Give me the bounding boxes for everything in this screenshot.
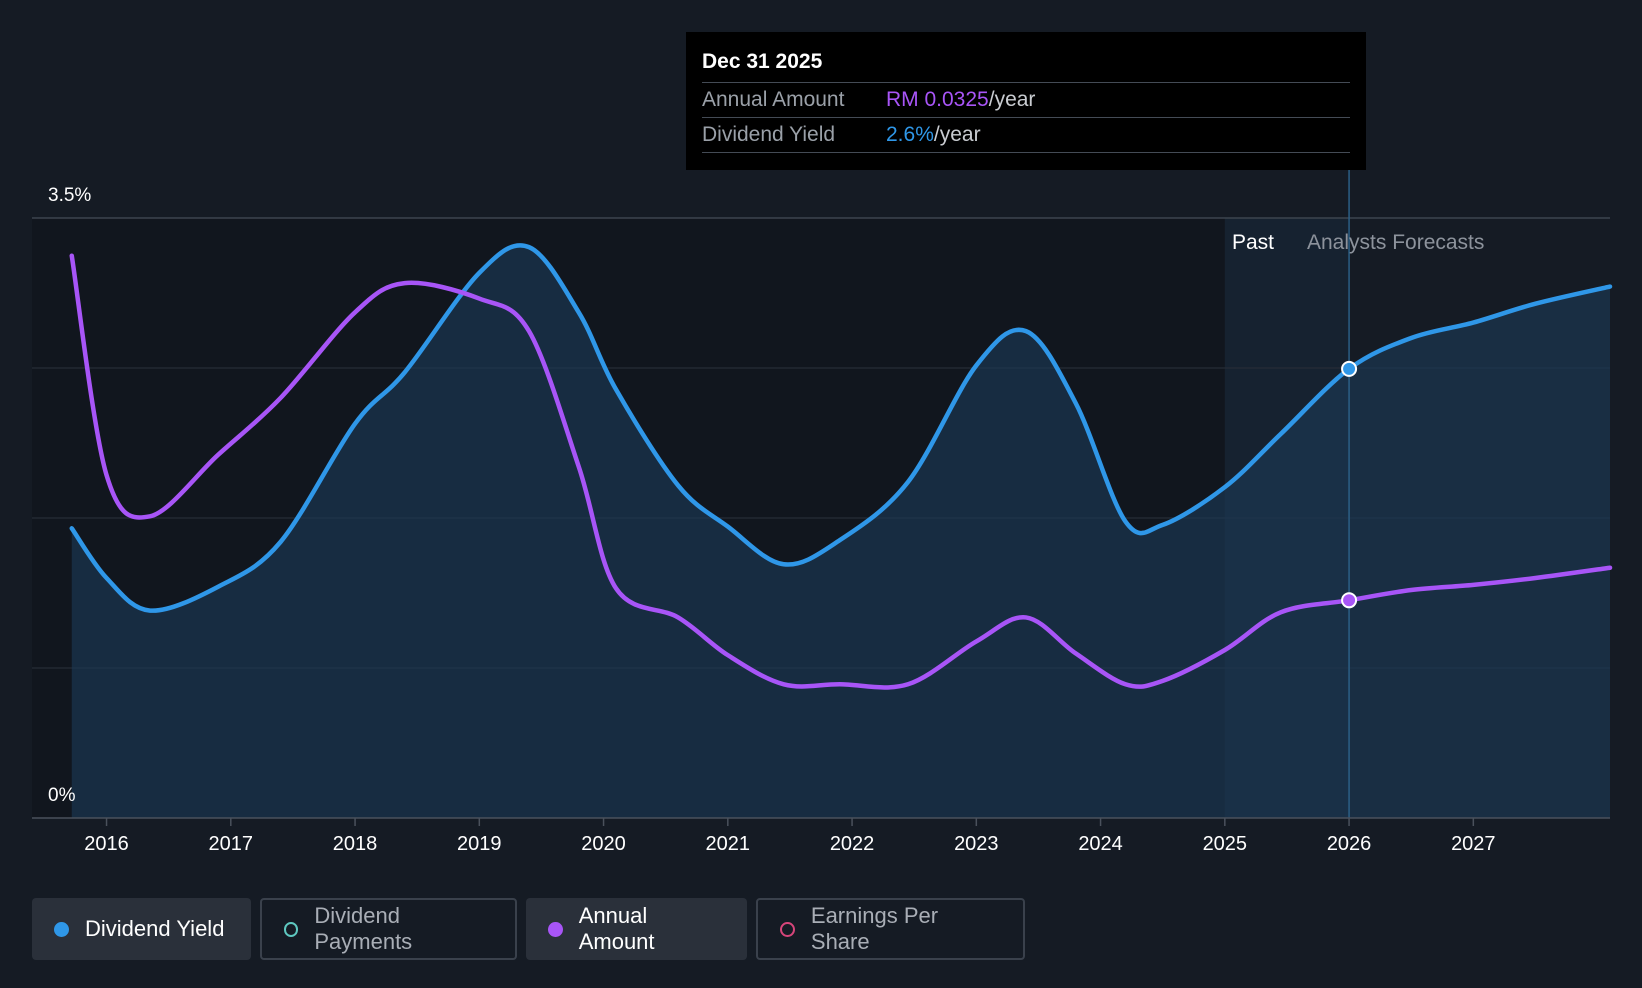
- legend-dividend-payments-label: Dividend Payments: [314, 903, 413, 954]
- dividend-yield-dot-icon: [54, 921, 69, 937]
- series-markers: [1341, 360, 1358, 609]
- tooltip-row-annual-amount: Annual Amount RM 0.0325 /year: [702, 83, 1350, 118]
- tooltip-date: Dec 31 2025: [702, 46, 1350, 83]
- y-axis-bottom-label: 0%: [48, 785, 76, 806]
- x-tick-label: 2016: [84, 833, 129, 855]
- tooltip-dividend-yield-value: 2.6%: [886, 123, 934, 146]
- x-axis-ticks: 2016 2017 2018 2019 2020 2021 2022 2023 2024 2025…: [84, 818, 1496, 855]
- x-tick-label: 2018: [333, 833, 378, 855]
- marker-dividend-yield: [1341, 360, 1358, 377]
- x-tick-label: 2019: [457, 833, 502, 855]
- chart-legend: Dividend Yield Dividend Payments Annual …: [32, 898, 1025, 960]
- legend-dividend-yield[interactable]: Dividend Yield: [32, 898, 251, 960]
- legend-dividend-yield-label: Dividend Yield: [85, 916, 225, 941]
- legend-earnings-per-share[interactable]: Earnings Per Share: [756, 898, 1025, 960]
- marker-annual-amount: [1341, 592, 1358, 609]
- chart-tooltip: Dec 31 2025 Annual Amount RM 0.0325 /yea…: [686, 32, 1366, 170]
- x-tick-label: 2022: [830, 833, 875, 855]
- earnings-per-share-ring-icon: [780, 921, 795, 937]
- legend-annual-amount[interactable]: Annual Amount: [526, 898, 747, 960]
- forecast-region-label: Analysts Forecasts: [1307, 231, 1484, 254]
- tooltip-annual-amount-unit: /year: [988, 88, 1036, 111]
- x-tick-label: 2023: [954, 833, 999, 855]
- series-lines: [69, 243, 1613, 690]
- tooltip-annual-amount-value: RM 0.0325: [886, 88, 989, 111]
- tooltip-dividend-yield-unit: /year: [933, 123, 981, 146]
- x-tick-label: 2024: [1078, 833, 1123, 855]
- y-axis-top-label: 3.5%: [48, 185, 91, 206]
- legend-earnings-per-share-label: Earnings Per Share: [810, 903, 939, 954]
- series-line-dividend-yield: [69, 243, 1613, 613]
- legend-dividend-payments[interactable]: Dividend Payments: [260, 898, 517, 960]
- x-tick-label: 2026: [1327, 833, 1372, 855]
- annual-amount-dot-icon: [548, 921, 563, 937]
- x-tick-label: 2020: [581, 833, 626, 855]
- series-line-annual-amount: [69, 253, 1613, 690]
- dividend-yield-area: [71, 245, 1611, 818]
- x-tick-label: 2021: [706, 833, 751, 855]
- x-tick-label: 2025: [1203, 833, 1248, 855]
- legend-annual-amount-label: Annual Amount: [578, 903, 655, 954]
- past-region-label: Past: [1232, 231, 1274, 254]
- x-tick-label: 2017: [209, 833, 254, 855]
- dividend-payments-ring-icon: [284, 921, 299, 937]
- x-tick-label: 2027: [1451, 833, 1496, 855]
- tooltip-row-dividend-yield: Dividend Yield 2.6% /year: [702, 118, 1350, 153]
- tooltip-dividend-yield-key: Dividend Yield: [702, 123, 836, 146]
- tooltip-annual-amount-key: Annual Amount: [702, 88, 845, 111]
